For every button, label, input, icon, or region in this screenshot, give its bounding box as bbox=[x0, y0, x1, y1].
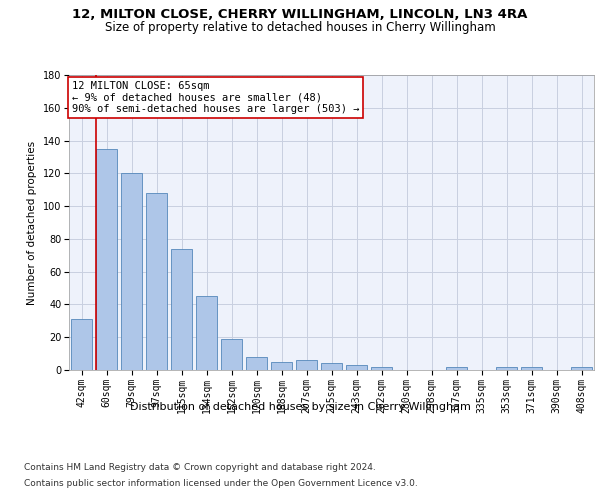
Text: Contains HM Land Registry data © Crown copyright and database right 2024.: Contains HM Land Registry data © Crown c… bbox=[24, 462, 376, 471]
Bar bbox=[346, 365, 367, 370]
Bar bbox=[121, 174, 142, 370]
Bar bbox=[521, 366, 542, 370]
Text: 12 MILTON CLOSE: 65sqm
← 9% of detached houses are smaller (48)
90% of semi-deta: 12 MILTON CLOSE: 65sqm ← 9% of detached … bbox=[71, 81, 359, 114]
Bar bbox=[221, 339, 242, 370]
Bar bbox=[246, 357, 267, 370]
Text: Distribution of detached houses by size in Cherry Willingham: Distribution of detached houses by size … bbox=[130, 402, 470, 412]
Bar bbox=[321, 364, 342, 370]
Bar bbox=[71, 319, 92, 370]
Bar bbox=[371, 366, 392, 370]
Text: Size of property relative to detached houses in Cherry Willingham: Size of property relative to detached ho… bbox=[104, 22, 496, 35]
Text: 12, MILTON CLOSE, CHERRY WILLINGHAM, LINCOLN, LN3 4RA: 12, MILTON CLOSE, CHERRY WILLINGHAM, LIN… bbox=[73, 8, 527, 20]
Bar bbox=[496, 366, 517, 370]
Bar bbox=[171, 248, 192, 370]
Bar bbox=[271, 362, 292, 370]
Bar bbox=[96, 149, 117, 370]
Bar bbox=[146, 193, 167, 370]
Bar bbox=[296, 360, 317, 370]
Bar bbox=[196, 296, 217, 370]
Bar bbox=[571, 366, 592, 370]
Bar bbox=[446, 366, 467, 370]
Text: Contains public sector information licensed under the Open Government Licence v3: Contains public sector information licen… bbox=[24, 479, 418, 488]
Y-axis label: Number of detached properties: Number of detached properties bbox=[28, 140, 37, 304]
